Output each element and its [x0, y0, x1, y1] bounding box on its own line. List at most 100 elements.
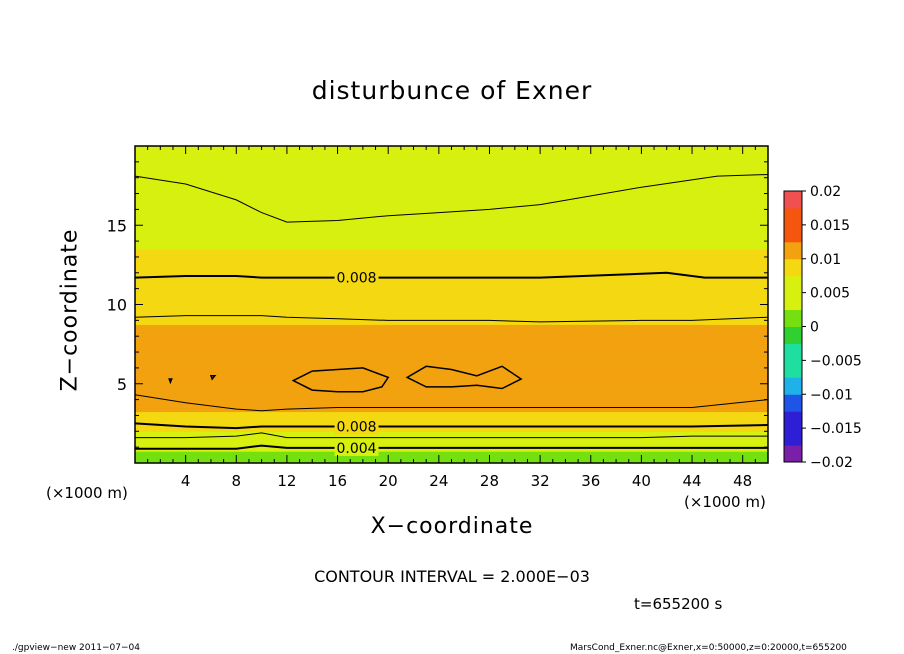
- footer-left: ./gpview−new 2011−07−04: [12, 643, 140, 653]
- closed-contour: [209, 375, 217, 381]
- x-tick-label: 28: [480, 472, 499, 490]
- x-unit-right: (×1000 m): [684, 493, 766, 511]
- colorbar-tick-label: −0.005: [810, 353, 862, 369]
- closed-contour: [405, 365, 523, 390]
- colorbar-bin: [784, 360, 802, 378]
- colorbar-bin: [784, 258, 802, 277]
- colorbar-tick-label: 0.005: [810, 286, 850, 302]
- contour-line: [135, 174, 768, 223]
- heatmap-band: [135, 304, 768, 310]
- heatmap-band: [135, 292, 768, 298]
- heatmap-band: [135, 447, 768, 452]
- colorbar-bin: [784, 224, 802, 243]
- heatmap-band: [135, 332, 768, 337]
- colorbar-bin: [784, 326, 802, 344]
- heatmap-band: [135, 407, 768, 413]
- colorbar-tick-label: −0.02: [810, 455, 853, 471]
- heatmap-band: [135, 443, 768, 448]
- contour-interval-label: CONTOUR INTERVAL = 2.000E−03: [314, 567, 590, 586]
- colorbar-bin: [784, 343, 802, 361]
- heatmap-band: [135, 157, 768, 163]
- heatmap-band: [135, 419, 768, 424]
- heatmap-band: [135, 165, 768, 171]
- contour-line: [135, 394, 768, 412]
- heatmap-band: [135, 455, 768, 460]
- colorbar-tick-label: 0.02: [810, 184, 841, 200]
- y-tick-label: 5: [117, 375, 127, 394]
- heatmap-band: [135, 395, 768, 401]
- colorbar-bin: [784, 377, 802, 395]
- x-axis-label-wrap: X−coordinate: [0, 514, 904, 539]
- x-unit-left: (×1000 m): [46, 484, 128, 502]
- heatmap-core: [293, 367, 389, 392]
- y-tick-label: 15: [107, 216, 127, 235]
- colorbar-bin: [784, 411, 802, 429]
- contour-line: [135, 432, 768, 439]
- closed-contour: [168, 378, 173, 385]
- x-tick-label: 20: [379, 472, 398, 490]
- heatmap-band: [135, 391, 768, 397]
- colorbar-bin: [784, 445, 802, 463]
- heatmap-band: [135, 403, 768, 409]
- x-tick-label: 44: [682, 472, 701, 490]
- contour-line: [135, 271, 768, 279]
- y-axis-label: Z−coordinate: [57, 228, 83, 392]
- heatmap-band: [135, 320, 768, 325]
- colorbar-bin: [784, 191, 802, 209]
- closed-contour: [291, 367, 390, 393]
- heatmap-band: [135, 149, 768, 155]
- contour-labels: 0.004 0.008 0.008: [334, 268, 379, 457]
- heatmap-band: [135, 316, 768, 321]
- contour-label-bg: [334, 268, 379, 286]
- heatmap-band: [135, 308, 768, 314]
- contour-label-bg: [334, 417, 379, 435]
- heatmap-band: [135, 280, 768, 286]
- y-axis: 5 10 15: [107, 145, 768, 464]
- heatmap-band: [135, 205, 768, 210]
- heatmap-band: [135, 256, 768, 262]
- heatmap-band: [135, 288, 768, 294]
- heatmap-band: [135, 284, 768, 290]
- contour-line: [135, 444, 768, 450]
- x-axis: 4 8 12 16 20 24 28 32 36 40 44 48: [134, 146, 769, 490]
- heatmap-band: [135, 237, 768, 242]
- x-tick-label: 32: [531, 472, 550, 490]
- x-tick-label: 24: [429, 472, 448, 490]
- heatmap-band: [135, 336, 768, 341]
- heatmap-band: [135, 359, 768, 365]
- contour-label: 0.008: [337, 271, 377, 287]
- x-tick-label: 40: [632, 472, 651, 490]
- x-tick-label: 36: [581, 472, 600, 490]
- heatmap-band: [135, 213, 768, 218]
- colorbar-bin: [784, 394, 802, 412]
- heatmap-band: [135, 324, 768, 329]
- x-tick-label: 4: [181, 472, 191, 490]
- contour-line: [135, 422, 768, 430]
- heatmap-band: [135, 161, 768, 167]
- x-tick-label: 12: [277, 472, 296, 490]
- heatmap-band: [135, 415, 768, 421]
- heatmap-band: [135, 356, 768, 361]
- contour-line: [135, 315, 768, 323]
- heatmap-fill: [135, 146, 768, 463]
- heatmap-band: [135, 233, 768, 238]
- colorbar-tick-label: 0: [810, 320, 819, 336]
- heatmap-band: [135, 189, 768, 195]
- x-tick-label: 16: [328, 472, 347, 490]
- colorbar-tick-label: 0.015: [810, 218, 850, 234]
- heatmap-band: [135, 328, 768, 333]
- heatmap-band: [135, 245, 768, 250]
- contour-label: 0.008: [337, 420, 377, 436]
- heatmap-band: [135, 312, 768, 317]
- heatmap-band: [135, 387, 768, 393]
- colorbar: 0.02 0.015 0.01 0.005 0 −0.005 −0.01 −0.015 −0.0…: [783, 184, 862, 471]
- heatmap-band: [135, 221, 768, 226]
- colorbar-tick-label: −0.01: [810, 387, 853, 403]
- heatmap-core: [407, 366, 522, 389]
- heatmap-band: [135, 241, 768, 246]
- heatmap-band: [135, 352, 768, 357]
- colorbar-bin: [784, 207, 802, 226]
- colorbar-tick-label: 0.01: [810, 252, 841, 268]
- heatmap-band: [135, 300, 768, 306]
